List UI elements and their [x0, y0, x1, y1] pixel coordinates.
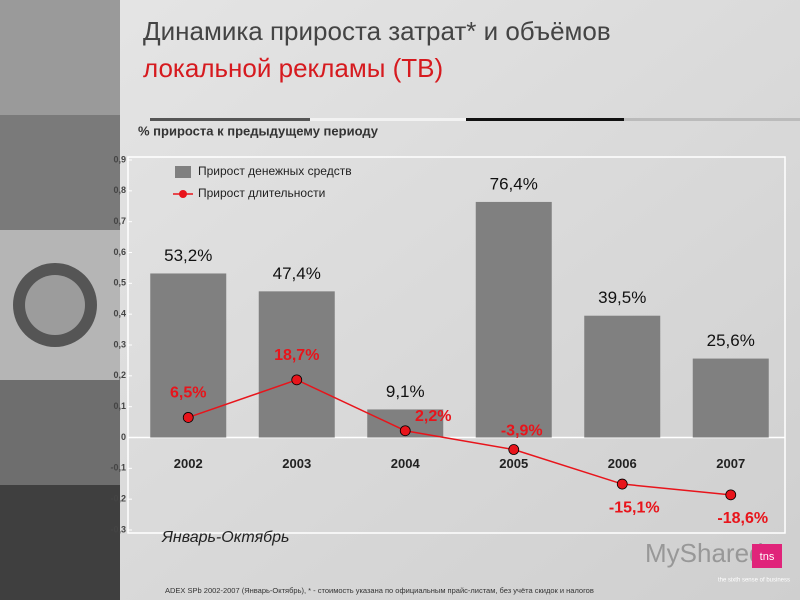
footnote: ADEX SPb 2002-2007 (Январь-Октябрь), * -… [165, 586, 594, 595]
y-tick-label: 0,7 [113, 216, 126, 226]
bar [692, 358, 769, 438]
bar [475, 201, 552, 438]
bar-value-label: 25,6% [707, 331, 755, 350]
legend-swatch [175, 166, 191, 178]
line-point [291, 374, 303, 386]
bar-value-label: 53,2% [164, 246, 212, 265]
bar [150, 273, 227, 438]
line-value-label: -18,6% [717, 510, 768, 527]
line-point [725, 489, 737, 501]
title-rule [150, 118, 800, 121]
x-tick-label: 2003 [282, 456, 311, 471]
legend-label: Прирост денежных средств [198, 164, 352, 178]
y-tick-label: 0,8 [113, 185, 126, 195]
axis-subtitle: % прироста к предыдущему периоду [138, 123, 379, 138]
y-tick-label: -0,1 [110, 463, 126, 473]
bar [584, 315, 661, 438]
line-point [508, 444, 520, 455]
y-tick-label: 0,6 [113, 247, 126, 257]
logo-tagline: the sixth sense of business [718, 578, 790, 584]
title: Динамика прироста затрат* и объёмов [143, 16, 611, 46]
line [188, 379, 731, 496]
watermark: MyShared [645, 538, 764, 568]
x-tick-label: 2005 [499, 456, 528, 471]
y-tick-label: 0,3 [113, 339, 126, 349]
y-tick-label: -0,2 [110, 494, 126, 504]
line-point [616, 478, 628, 490]
line-point [182, 412, 194, 423]
title: локальной рекламы (ТВ) [143, 53, 443, 83]
x-tick-label: 2004 [391, 456, 421, 471]
line-point [399, 425, 411, 437]
y-tick-label: -0,3 [110, 524, 126, 534]
x-tick-label: 2007 [716, 456, 745, 471]
y-tick-label: 0,2 [113, 370, 126, 380]
y-tick-label: 0,4 [113, 309, 126, 319]
logo-box [752, 544, 782, 568]
y-tick-label: 0,5 [113, 278, 126, 288]
bar-value-label: 47,4% [273, 264, 321, 283]
line-value-label: 18,7% [274, 347, 319, 364]
line-value-label: 2,2% [415, 408, 451, 425]
x-tick-label: 2002 [174, 456, 203, 471]
photo-strip [0, 0, 120, 600]
y-tick-label: 0 [121, 432, 126, 442]
bar-value-label: 39,5% [598, 288, 646, 307]
legend-swatch [179, 190, 187, 198]
line-value-label: -3,9% [501, 423, 543, 440]
annotation: Январь-Октябрь [161, 529, 289, 546]
x-tick-label: 2006 [608, 456, 637, 471]
bar-value-label: 76,4% [490, 174, 538, 193]
bar [258, 291, 335, 438]
y-tick-label: 0,9 [113, 154, 126, 164]
legend-label: Прирост длительности [198, 186, 325, 200]
y-tick-label: 0,1 [113, 401, 126, 411]
chart: -0,3 -0,2 -0,1 0 0,1 0,2 0,3 0,4 0,5 0,6 0,7 0,8 0,9… [110, 154, 785, 534]
line-value-label: -15,1% [609, 499, 660, 516]
logo: tns [760, 551, 775, 563]
bar-value-label: 9,1% [386, 382, 425, 401]
line-value-label: 6,5% [170, 385, 206, 402]
